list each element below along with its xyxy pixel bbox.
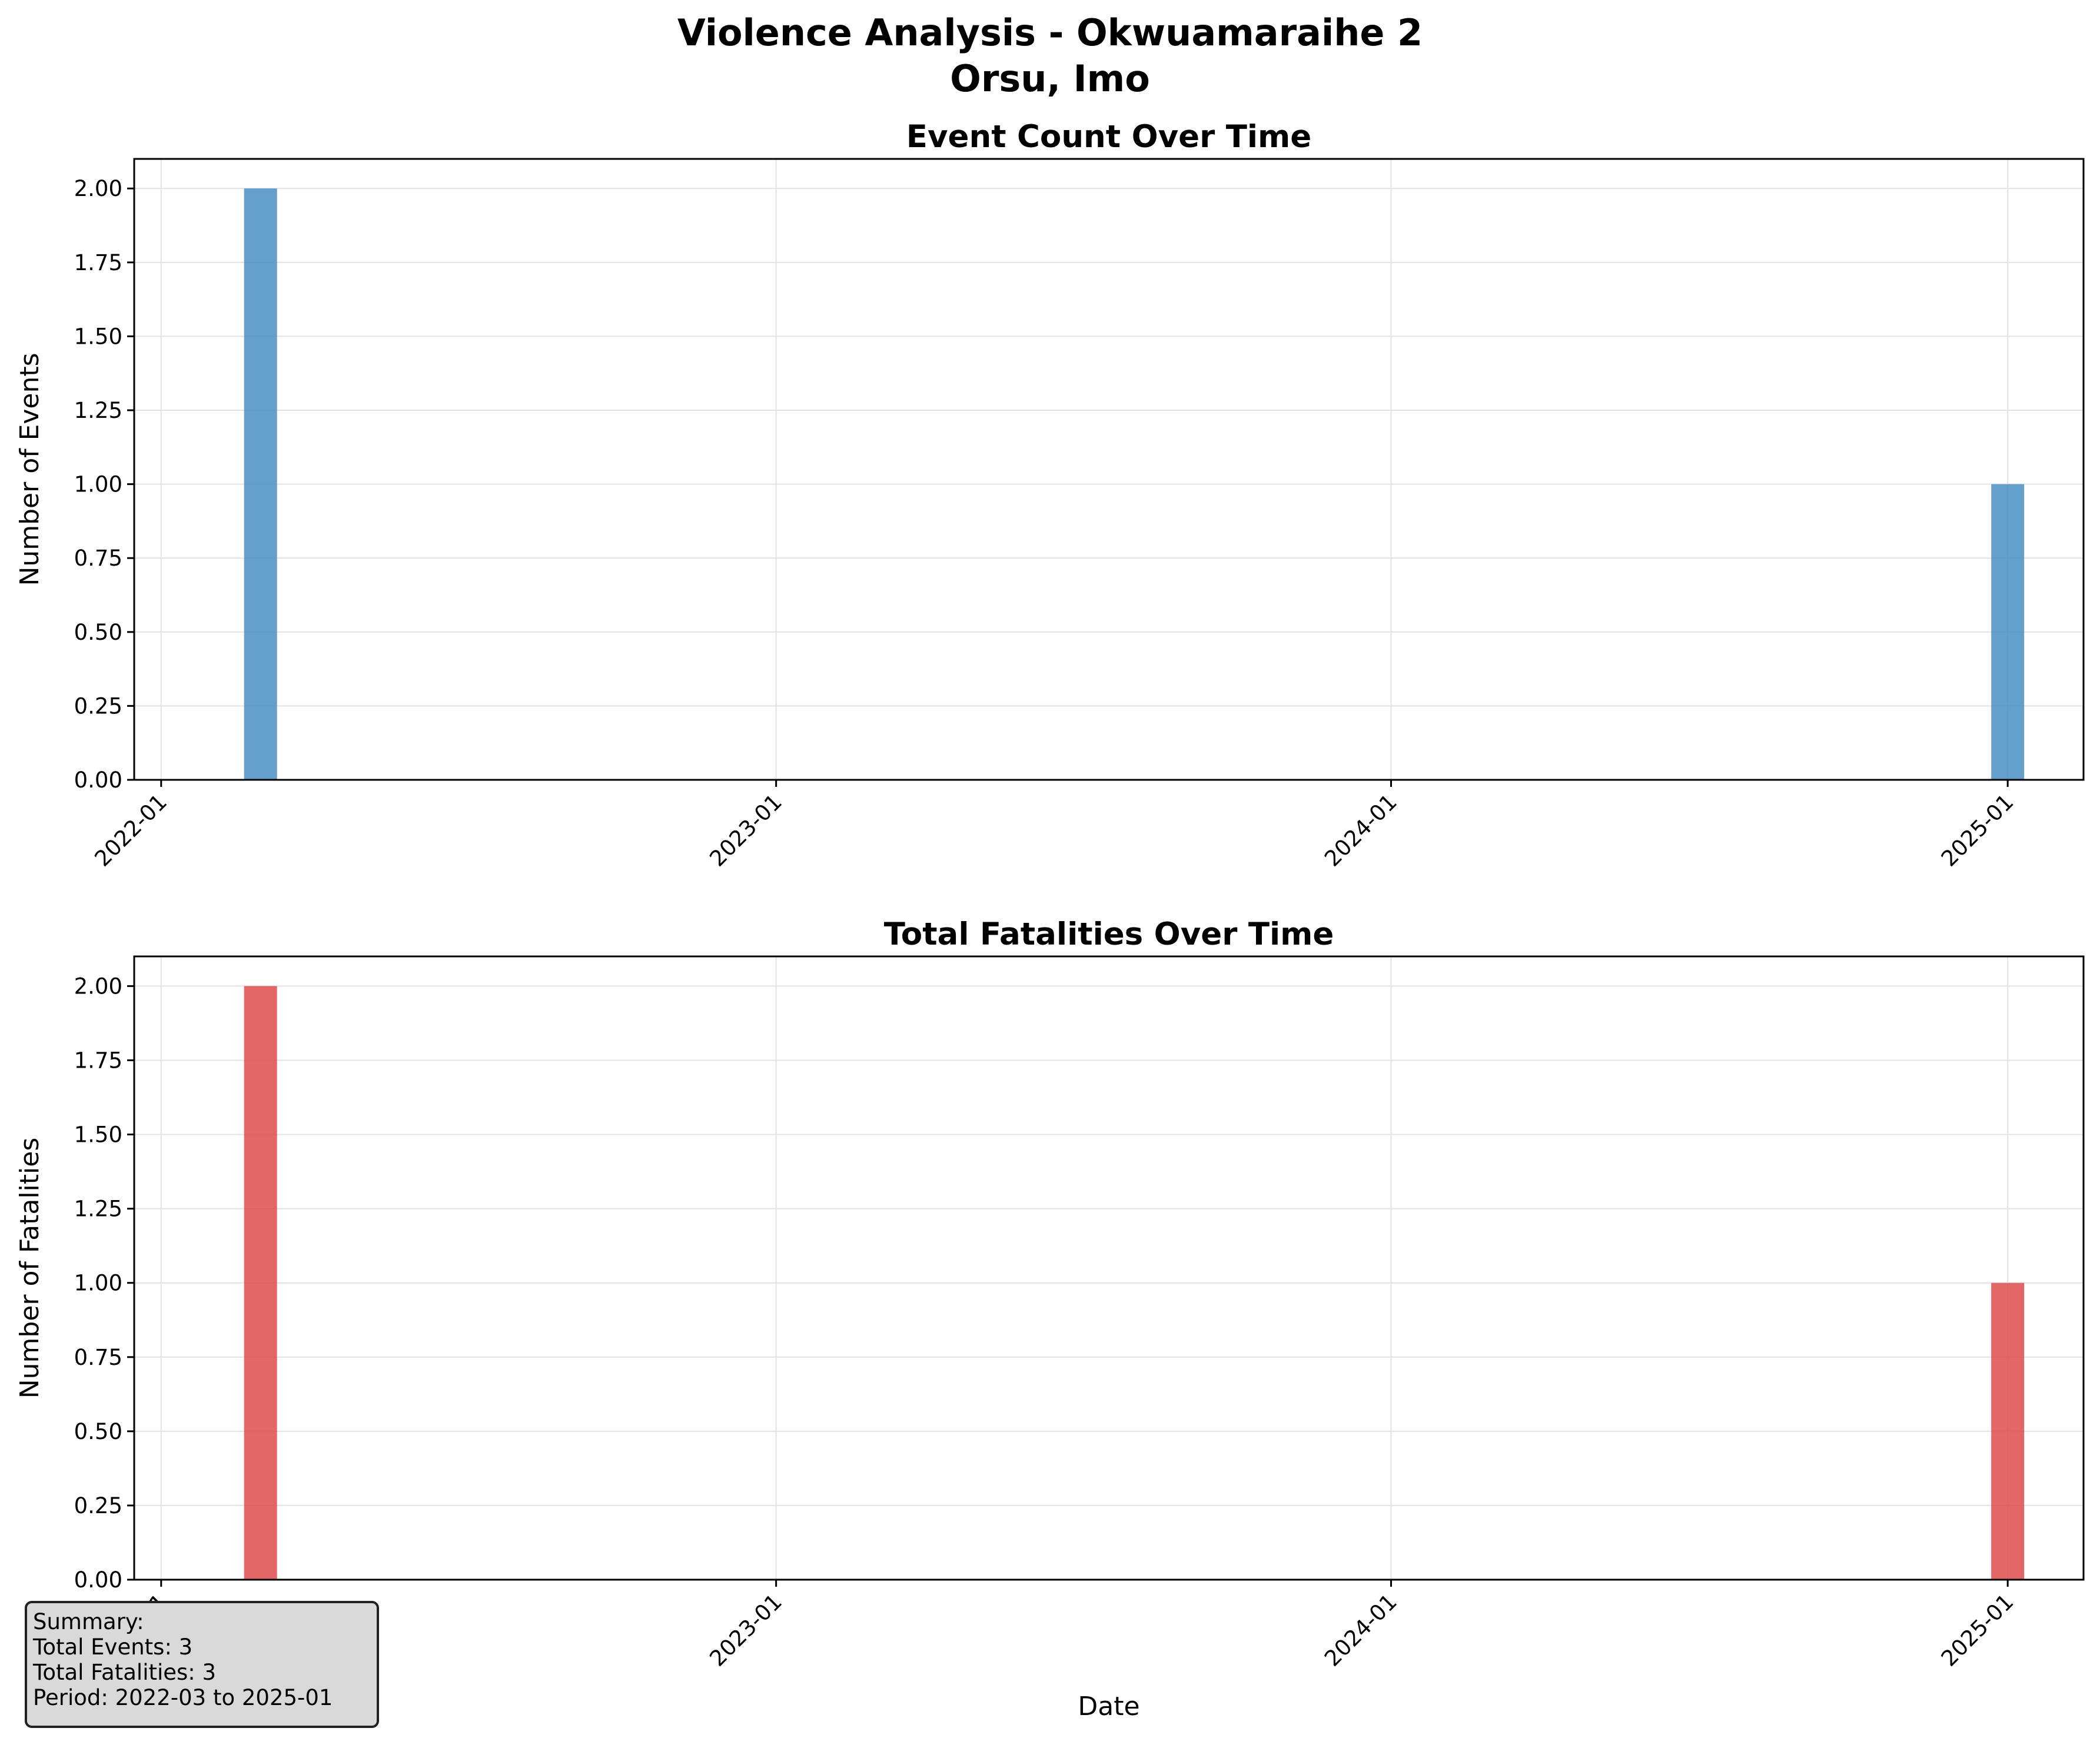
summary-box: Summary: Total Events: 3 Total Fatalitie…	[25, 1601, 379, 1728]
x-tick-label: 2024-01	[1320, 789, 1402, 872]
y-tick-label: 1.75	[74, 1048, 122, 1074]
figure-subtitle: Orsu, Imo	[950, 57, 1150, 100]
y-tick-label: 0.25	[74, 693, 122, 719]
y-tick-label: 0.00	[74, 1567, 122, 1593]
y-axis-label: Number of Fatalities	[15, 1138, 45, 1399]
summary-heading: Summary:	[33, 1609, 144, 1634]
x-axis-label: Date	[1078, 1692, 1139, 1722]
x-tick-label: 2024-01	[1320, 1589, 1402, 1671]
bar	[244, 188, 277, 780]
y-tick-label: 1.00	[74, 1271, 122, 1296]
x-tick-label: 2025-01	[1936, 789, 2019, 872]
bar	[244, 986, 277, 1580]
summary-period: Period: 2022-03 to 2025-01	[33, 1685, 333, 1710]
panel-title: Total Fatalities Over Time	[884, 916, 1334, 952]
panel-title: Event Count Over Time	[906, 119, 1311, 155]
y-tick-label: 0.25	[74, 1493, 122, 1518]
figure-title: Violence Analysis - Okwuamaraihe 2	[677, 11, 1423, 54]
axes-frame	[133, 955, 2085, 1581]
bar	[1991, 1282, 2025, 1580]
y-tick-label: 1.00	[74, 472, 122, 497]
y-tick-label: 1.75	[74, 250, 122, 275]
summary-total-events: Total Events: 3	[32, 1634, 192, 1660]
summary-total-fatalities: Total Fatalities: 3	[32, 1660, 216, 1685]
y-tick-label: 0.50	[74, 1419, 122, 1444]
event-count-panel: 0.00 0.25 0.50 0.75 1.00 1.25 1.50 1.75 2.00 2022…	[15, 119, 2085, 872]
x-tick-label: 2023-01	[705, 1589, 787, 1671]
x-tick-label: 2025-01	[1936, 1589, 2019, 1671]
axes-frame	[133, 158, 2085, 781]
y-tick-label: 0.50	[74, 620, 122, 645]
y-tick-label: 2.00	[74, 973, 122, 999]
summary-box-background	[25, 1601, 379, 1728]
y-tick-label: 1.25	[74, 398, 122, 423]
y-axis-label: Number of Events	[15, 353, 45, 586]
x-tick-label: 2023-01	[705, 789, 787, 872]
y-tick-label: 0.75	[74, 546, 122, 571]
y-tick-label: 1.25	[74, 1197, 122, 1222]
y-tick-label: 1.50	[74, 324, 122, 349]
y-tick-label: 1.50	[74, 1122, 122, 1148]
x-tick-label: 2022-01	[89, 789, 172, 872]
fatalities-panel: 0.000.250.500.751.001.251.501.752.002022…	[15, 916, 2085, 1722]
y-tick-label: 2.00	[74, 176, 122, 201]
y-tick-label: 0.00	[74, 767, 122, 793]
y-tick-label: 0.75	[74, 1345, 122, 1370]
bar	[1991, 484, 2025, 780]
